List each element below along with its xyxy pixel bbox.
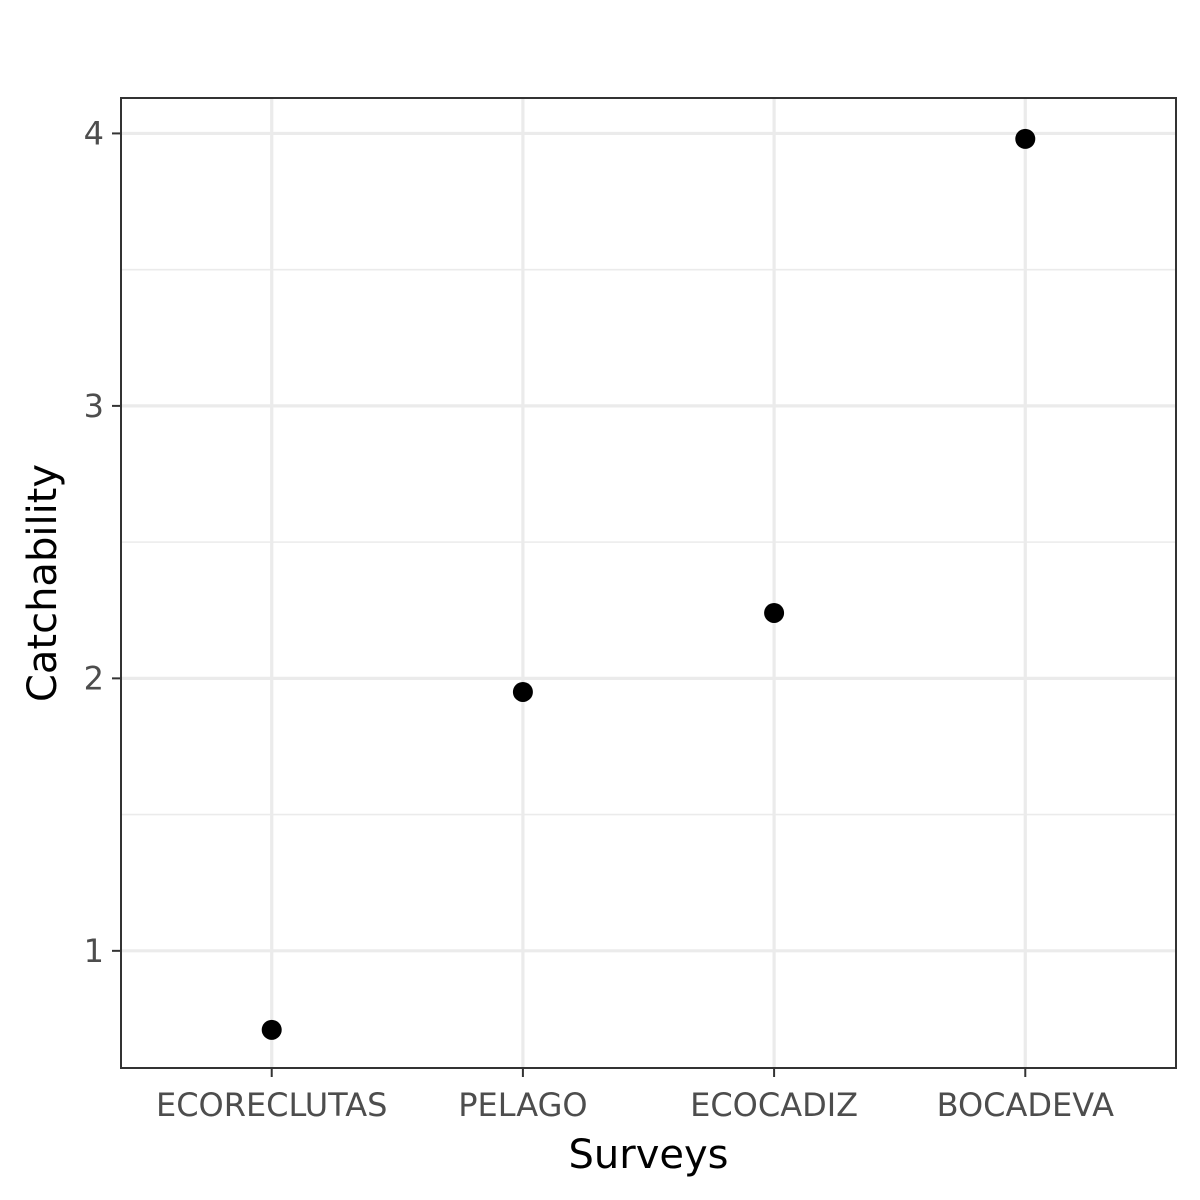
x-axis-title: Surveys xyxy=(569,1132,729,1178)
y-tick-label: 1 xyxy=(84,932,104,970)
x-tick-label: ECORECLUTAS xyxy=(156,1086,387,1124)
y-tick-label: 3 xyxy=(84,387,104,425)
y-axis-title: Catchability xyxy=(20,464,66,702)
y-tick-label: 2 xyxy=(84,659,104,697)
x-tick-label: ECOCADIZ xyxy=(690,1086,858,1124)
grid-lines xyxy=(121,98,1176,1068)
data-point-ecocadiz xyxy=(764,602,785,623)
data-points xyxy=(261,128,1036,1040)
x-tick-label: PELAGO xyxy=(458,1086,587,1124)
data-point-ecoreclutas xyxy=(261,1019,282,1040)
y-tick-label: 4 xyxy=(84,114,104,152)
x-tick-label: BOCADEVA xyxy=(937,1086,1115,1124)
data-point-pelago xyxy=(512,681,533,702)
data-point-bocadeva xyxy=(1015,128,1036,149)
axis-ticks: 1 2 3 4 ECORECLUTAS PELAGO ECOCADIZ BOCADEVA xyxy=(84,114,1114,1124)
plot-panel-border xyxy=(120,97,1177,1069)
